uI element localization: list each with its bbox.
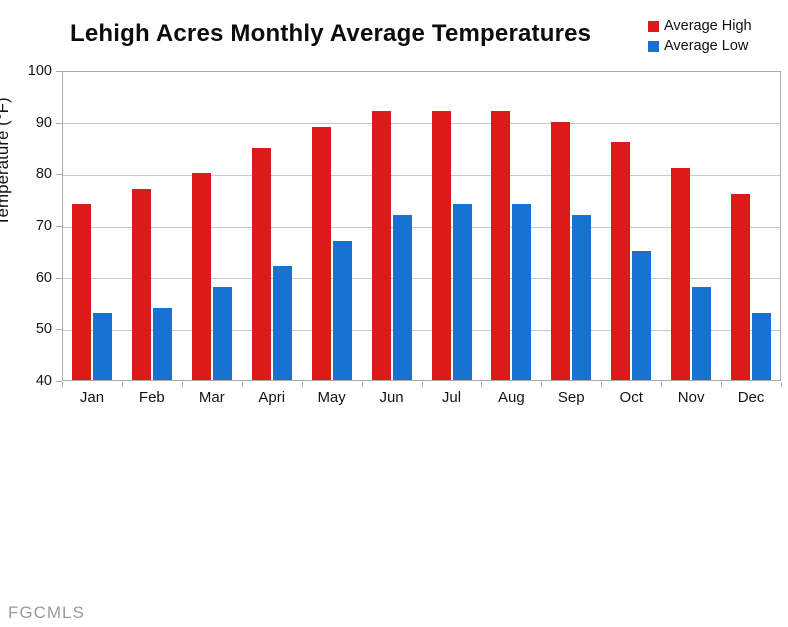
x-tick-12 [781, 382, 782, 387]
bar-average-low-apri [272, 266, 292, 380]
y-axis-title: Temperature (°F) [0, 97, 12, 226]
y-tick-90 [56, 122, 62, 124]
bar-average-low-jan [93, 312, 112, 380]
x-tick-2 [181, 382, 183, 387]
bar-average-high-sep [551, 121, 571, 380]
x-axis-label-nov: Nov [677, 389, 705, 406]
x-tick-7 [481, 382, 483, 387]
y-tick-70 [56, 226, 62, 227]
bar-average-high-oct [611, 142, 631, 380]
bar-average-low-dec [752, 312, 772, 380]
x-axis-label-may: May [317, 389, 346, 406]
x-tick-5 [361, 382, 363, 387]
x-tick-11 [721, 382, 723, 387]
bar-average-low-oct [632, 250, 652, 380]
x-tick-6 [421, 382, 423, 387]
legend-item-average-low: Average Low [648, 38, 752, 54]
x-axis-label-mar: Mar [198, 389, 225, 406]
y-axis-label-70: 70 [35, 218, 52, 234]
bar-average-high-jun [371, 111, 391, 380]
y-axis-label-60: 60 [35, 269, 52, 286]
bar-average-high-jul [431, 111, 451, 380]
y-tick-100 [56, 71, 62, 72]
x-axis-label-jul: Jul [441, 389, 462, 406]
legend-swatch-icon [648, 40, 659, 52]
gridline-70 [63, 226, 780, 228]
bar-average-high-nov [671, 168, 691, 380]
x-axis-label-jun: Jun [379, 389, 404, 406]
watermark: FGCMLS [8, 603, 85, 622]
bar-average-high-mar [191, 173, 211, 380]
x-axis-label-dec: Dec [737, 389, 765, 406]
bar-average-high-jan [72, 204, 91, 380]
y-tick-60 [56, 277, 62, 279]
x-axis-label-aug: Aug [498, 389, 525, 406]
x-tick-9 [601, 382, 603, 387]
x-tick-8 [541, 382, 543, 387]
bar-average-low-mar [212, 287, 232, 380]
bar-average-high-dec [731, 194, 751, 380]
plot-area [62, 71, 781, 381]
gridline-80 [63, 174, 780, 176]
x-axis-label-sep: Sep [557, 389, 585, 406]
x-tick-10 [661, 382, 663, 387]
y-axis-label-100: 100 [27, 63, 52, 79]
bar-average-high-may [311, 126, 331, 380]
y-tick-80 [56, 174, 62, 176]
bar-average-high-feb [131, 188, 151, 380]
x-tick-0 [62, 382, 63, 387]
x-tick-3 [241, 382, 243, 387]
y-axis-label-80: 80 [35, 166, 52, 183]
x-tick-4 [301, 382, 303, 387]
y-axis-label-90: 90 [35, 114, 52, 131]
gridline-90 [63, 123, 780, 125]
legend-label: Average High [664, 18, 752, 34]
y-tick-50 [56, 329, 62, 331]
legend-item-average-high: Average High [648, 18, 752, 34]
chart-title: Lehigh Acres Monthly Average Temperature… [70, 20, 592, 47]
x-axis-label-apri: Apri [258, 389, 286, 406]
gridline-60 [63, 278, 780, 280]
bar-average-low-feb [152, 307, 172, 380]
legend: Average High Average Low [648, 18, 752, 54]
bar-average-low-nov [692, 287, 712, 380]
x-axis-label-feb: Feb [138, 389, 165, 406]
bar-average-high-apri [251, 147, 271, 380]
x-tick-1 [121, 382, 123, 387]
legend-label: Average Low [664, 38, 749, 54]
bar-average-low-jul [452, 204, 472, 380]
legend-swatch-icon [648, 20, 659, 32]
bar-average-low-may [332, 240, 352, 380]
bar-average-high-aug [491, 111, 511, 380]
bar-average-low-aug [512, 204, 532, 380]
y-axis-label-50: 50 [35, 321, 52, 338]
bar-average-low-jun [392, 214, 412, 380]
x-axis-label-oct: Oct [619, 389, 643, 406]
x-axis-label-jan: Jan [79, 389, 105, 406]
gridline-50 [63, 329, 780, 331]
bar-average-low-sep [572, 214, 592, 380]
y-axis-label-40: 40 [35, 373, 52, 389]
y-tick-40 [56, 381, 62, 382]
